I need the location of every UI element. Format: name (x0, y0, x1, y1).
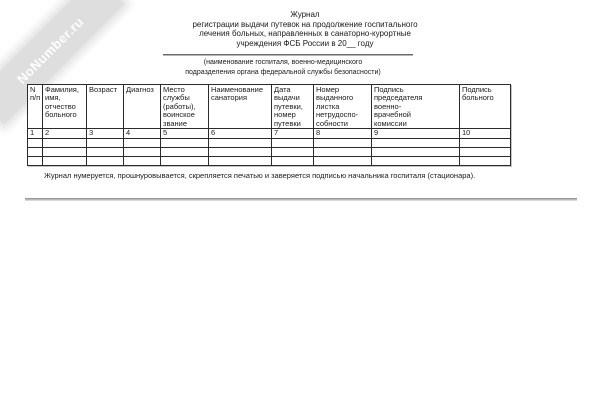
empty-cell (459, 156, 511, 167)
empty-cell (86, 156, 124, 167)
empty-cell (160, 147, 209, 158)
empty-cell (313, 147, 372, 158)
column-number-cell: 1 (27, 128, 43, 140)
column-number-cell: 10 (459, 128, 511, 140)
empty-cell (42, 147, 87, 158)
empty-cell (371, 138, 460, 149)
empty-cell (271, 156, 314, 167)
empty-table-row (27, 156, 511, 167)
empty-cell (86, 138, 124, 149)
title-line-1: Журнал (290, 10, 320, 19)
column-header: Наименование санатория (208, 83, 272, 130)
org-caption: (наименование госпиталя, военно-медицинс… (0, 58, 566, 77)
empty-cell (313, 156, 372, 167)
number-row: 1 2 3 4 5 6 7 8 9 10 (27, 128, 511, 140)
column-header: Подпись больного (459, 83, 511, 130)
column-header: Диагноз (123, 83, 161, 130)
empty-cell (123, 156, 161, 167)
empty-cell (27, 138, 43, 149)
empty-table-row (27, 138, 511, 149)
org-name-underline (163, 54, 413, 56)
empty-cell (208, 156, 272, 167)
column-header: Подпись председателя военно- врачебной к… (371, 83, 460, 130)
empty-cell (271, 138, 314, 149)
column-header: Номер выданного листка нетрудоспо- собно… (313, 83, 372, 130)
empty-cell (459, 138, 511, 149)
empty-cell (27, 156, 43, 167)
bottom-divider (25, 198, 577, 201)
footnote: Журнал нумеруется, прошнуровывается, скр… (44, 171, 476, 180)
org-caption-line-1: (наименование госпиталя, военно-медицинс… (203, 59, 363, 66)
registry-table: N п/п Фамилия, имя, отчество больного Возр… (27, 83, 511, 167)
column-number-cell: 4 (123, 128, 161, 140)
empty-cell (371, 147, 460, 158)
empty-table-row (27, 147, 511, 158)
column-header: N п/п (27, 83, 43, 130)
empty-cell (208, 138, 272, 149)
column-number-cell: 6 (208, 128, 272, 140)
column-number-cell: 9 (371, 128, 460, 140)
empty-cell (160, 156, 209, 167)
column-number-cell: 7 (271, 128, 314, 140)
org-caption-line-2: подразделения органа федеральной службы … (185, 68, 381, 76)
header-row: N п/п Фамилия, имя, отчество больного Возр… (27, 83, 511, 130)
empty-cell (459, 147, 511, 158)
empty-cell (42, 156, 87, 167)
document-title: Журнал регистрации выдачи путевок на про… (5, 10, 600, 48)
empty-cell (313, 138, 372, 149)
registry-tbody: N п/п Фамилия, имя, отчество больного Возр… (27, 83, 511, 167)
title-line-4: учреждения ФСБ России в 20__ году (236, 38, 374, 48)
column-header: Место службы (работы), воинское звание (160, 83, 209, 130)
empty-cell (86, 147, 124, 158)
column-header: Возраст (86, 83, 124, 130)
title-line-2: регистрации выдачи путевок на продолжени… (192, 19, 418, 29)
empty-cell (42, 138, 87, 149)
column-number-cell: 5 (160, 128, 209, 140)
column-header: Фамилия, имя, отчество больного (42, 83, 87, 130)
empty-cell (123, 138, 161, 149)
empty-cell (27, 147, 43, 158)
title-line-3: лечения больных, направленных в санаторн… (199, 29, 411, 38)
empty-cell (371, 156, 460, 167)
column-number-cell: 2 (42, 128, 87, 140)
empty-cell (123, 147, 161, 158)
empty-cell (271, 147, 314, 158)
column-number-cell: 8 (313, 128, 372, 140)
column-number-cell: 3 (86, 128, 124, 140)
empty-cell (208, 147, 272, 158)
column-header: Дата выдачи путевки, номер путевки (271, 83, 314, 130)
empty-cell (160, 138, 209, 149)
